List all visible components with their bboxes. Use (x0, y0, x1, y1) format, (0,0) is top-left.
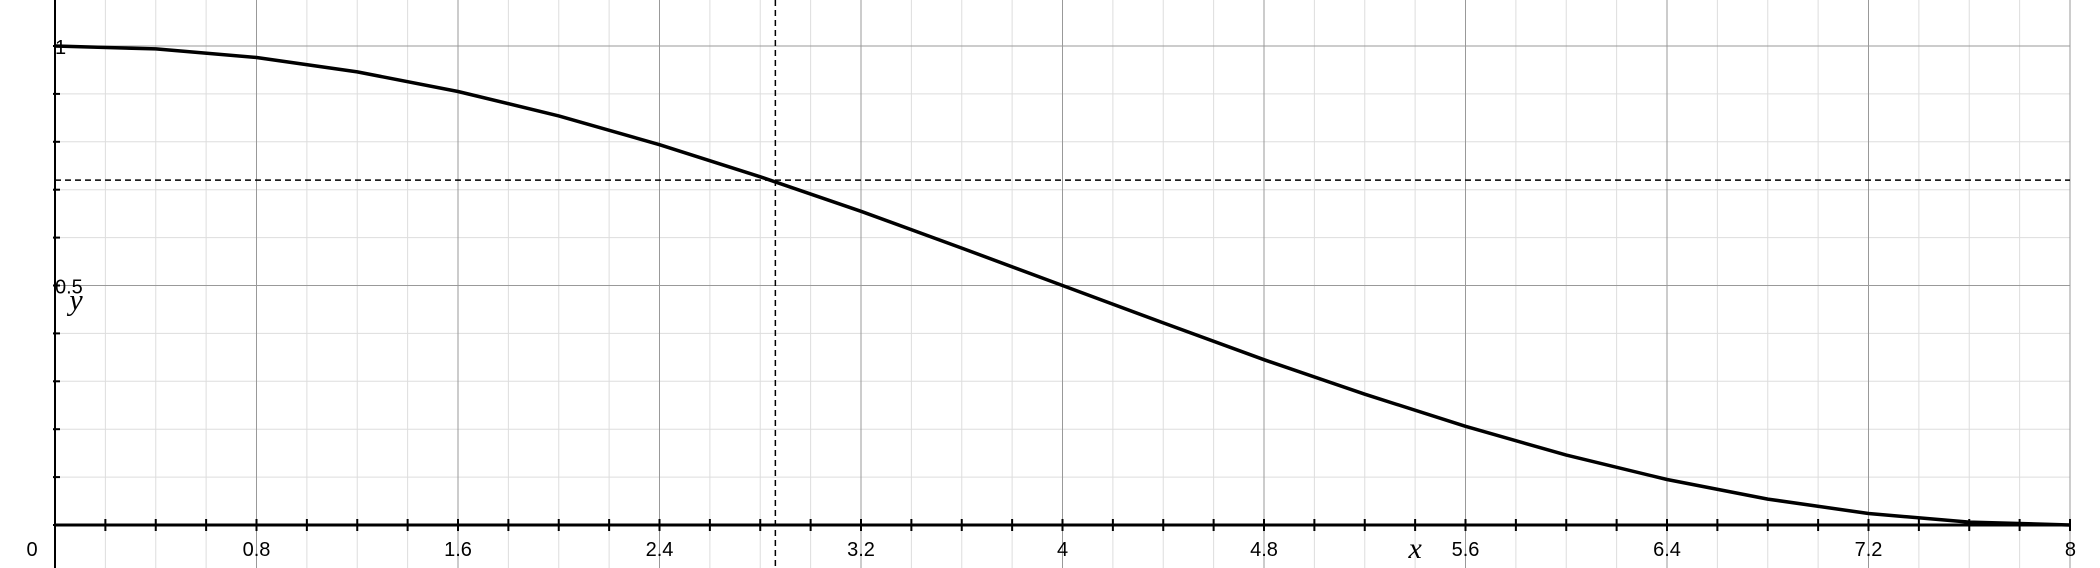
x-tick-label: 1.6 (444, 539, 472, 561)
grid-major (54, 0, 2071, 568)
y-axis-title: y (66, 284, 83, 317)
y-tick-label: 1 (55, 37, 66, 59)
x-tick-label: 7.2 (1855, 539, 1883, 561)
x-tick-label: 5.6 (1452, 539, 1480, 561)
axes (53, 0, 2071, 568)
x-tick-label: 8 (2065, 539, 2076, 561)
x-tick-label: 4 (1057, 539, 1068, 561)
x-tick-label: 4.8 (1250, 539, 1278, 561)
series-layer (54, 44, 2071, 527)
x-tick-label: 6.4 (1653, 539, 1681, 561)
x-tick-label: 3.2 (847, 539, 875, 561)
x-tick-label: 0 (26, 539, 37, 561)
x-tick-label: 0.8 (243, 539, 271, 561)
y-tick-label: 0.5 (55, 277, 83, 299)
series-line-0 (54, 44, 2071, 527)
guide-lines (55, 0, 2070, 568)
tick-labels: 0 0.8 1.6 2.4 3.2 4 4.8 5.6 6.4 7.2 8 0.5 1 (26, 37, 2076, 561)
x-axis-title: x (1407, 532, 1422, 565)
x-tick-label: 2.4 (646, 539, 674, 561)
